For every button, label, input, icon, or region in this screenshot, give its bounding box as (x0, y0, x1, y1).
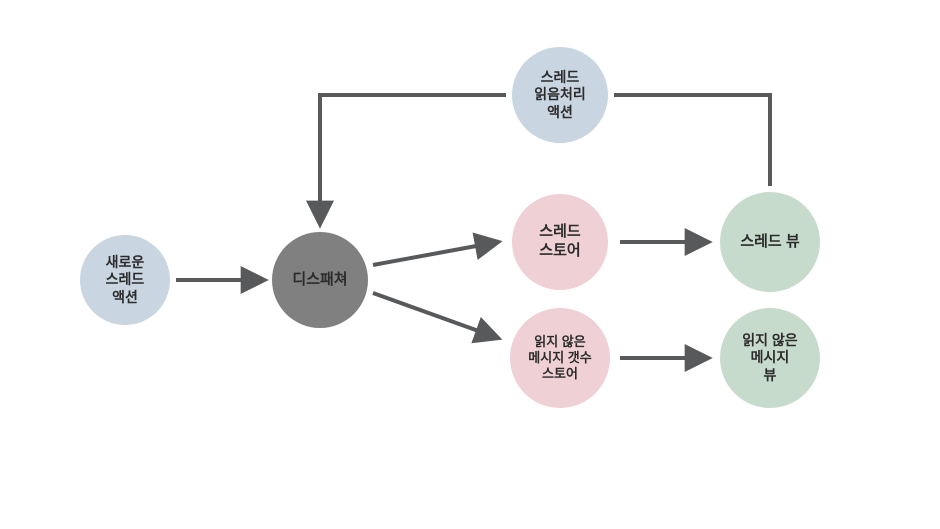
node-label: 읽지 않은 메시지 뷰 (742, 332, 797, 385)
node-unread-msg-count-store: 읽지 않은 메시지 갯수 스토어 (510, 308, 610, 408)
edge (614, 95, 770, 186)
node-label: 디스패쳐 (292, 271, 347, 290)
node-new-thread-action: 새로운 스레드 액션 (80, 235, 170, 325)
edge (373, 293, 498, 338)
node-dispatcher: 디스패쳐 (272, 232, 368, 328)
node-label: 스레드 스토어 (539, 223, 580, 261)
node-thread-store: 스레드 스토어 (512, 194, 608, 290)
node-thread-view: 스레드 뷰 (720, 192, 820, 292)
node-label: 새로운 스레드 액션 (106, 254, 145, 307)
node-label: 스레드 읽음처리 액션 (534, 69, 586, 122)
node-label: 읽지 않은 메시지 갯수 스토어 (528, 334, 591, 383)
node-label: 스레드 뷰 (740, 233, 799, 252)
edge (373, 242, 498, 265)
node-unread-msg-view: 읽지 않은 메시지 뷰 (720, 308, 820, 408)
node-thread-read-action: 스레드 읽음처리 액션 (512, 47, 608, 143)
edge (320, 95, 506, 224)
